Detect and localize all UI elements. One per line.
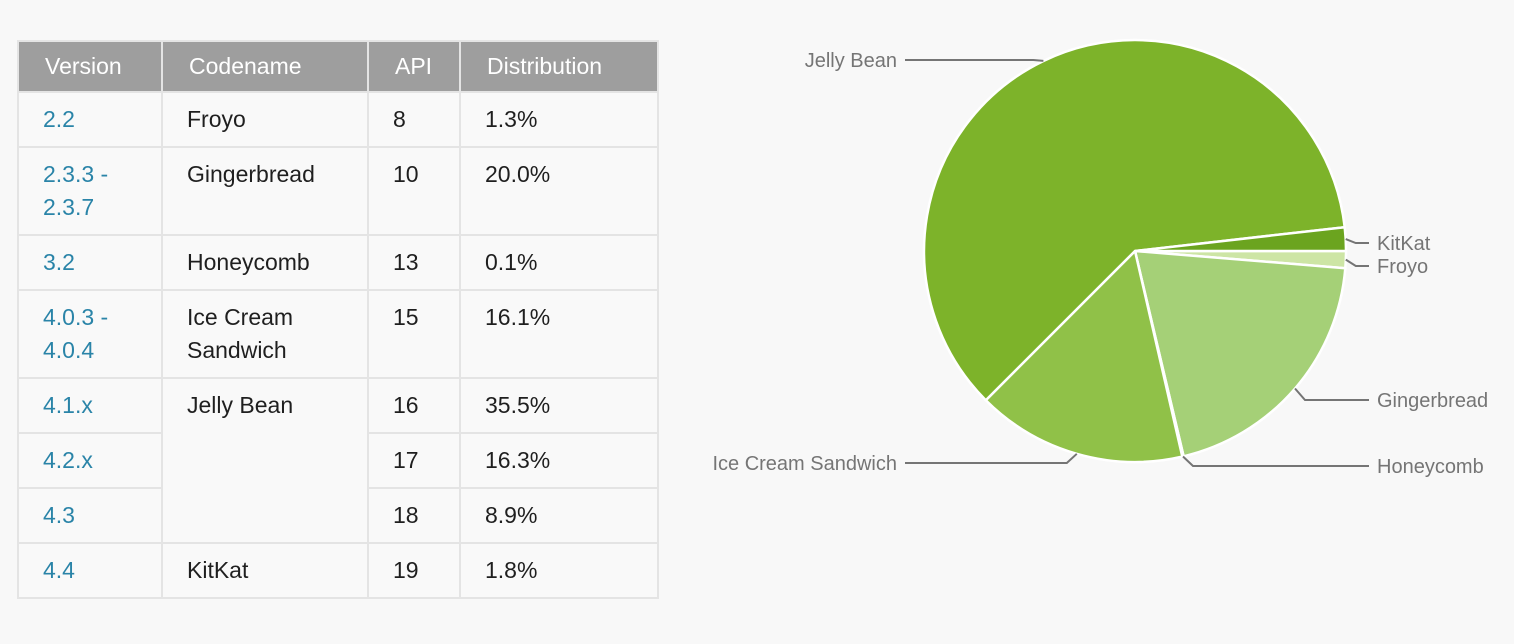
label-leader-froyo: [1345, 258, 1369, 267]
table-row-honeycomb: 3.2 Honeycomb 13 0.1%: [17, 234, 659, 291]
distribution-cell: 20.0%: [459, 146, 659, 236]
api-cell: 13: [367, 234, 461, 291]
version-table: Version Codename API Distribution 2.2 Fr…: [17, 40, 659, 599]
version-link[interactable]: 4.4: [43, 557, 75, 583]
version-link[interactable]: 4.0.3 - 4.0.4: [43, 304, 109, 363]
version-link[interactable]: 3.2: [43, 249, 75, 275]
table-row-jelly-bean-16: 4.1.x Jelly Bean 16 35.5%: [17, 377, 659, 544]
distribution-cell: 16.1%: [459, 289, 659, 379]
label-leader-honeycomb: [1182, 455, 1369, 467]
codename-cell: Honeycomb: [161, 234, 369, 291]
table-row-jelly-bean-18: 4.3 18 8.9%: [17, 487, 659, 544]
version-link[interactable]: 2.3.3 - 2.3.7: [43, 161, 109, 220]
pie-slice-jelly-bean[interactable]: [922, 38, 1346, 402]
table-row-kitkat: 4.4 KitKat 19 1.8%: [17, 542, 659, 599]
codename-cell: Froyo: [161, 91, 369, 148]
codename-cell-jelly-bean: Jelly Bean: [161, 377, 369, 544]
version-cell: 2.3.3 - 2.3.7: [17, 146, 163, 236]
distribution-cell: 1.3%: [459, 91, 659, 148]
slice-label-jelly-bean: Jelly Bean: [805, 50, 897, 72]
version-link[interactable]: 2.2: [43, 106, 75, 132]
distribution-cell: 8.9%: [459, 487, 659, 544]
version-cell: 4.4: [17, 542, 163, 599]
label-leader-jelly-bean: [905, 59, 1044, 62]
slice-label-kitkat: KitKat: [1377, 233, 1431, 255]
version-cell: 4.0.3 - 4.0.4: [17, 289, 163, 379]
distribution-cell: 1.8%: [459, 542, 659, 599]
table-header-row: Version Codename API Distribution: [17, 40, 659, 93]
table-row-ice-cream-sandwich: 4.0.3 - 4.0.4 Ice Cream Sandwich 15 16.1…: [17, 289, 659, 379]
slice-label-honeycomb: Honeycomb: [1377, 456, 1484, 478]
distribution-cell: 35.5%: [459, 377, 659, 434]
table-row-gingerbread: 2.3.3 - 2.3.7 Gingerbread 10 20.0%: [17, 146, 659, 236]
column-header-codename: Codename: [161, 40, 369, 93]
distribution-cell: 0.1%: [459, 234, 659, 291]
version-cell: 4.3: [17, 487, 163, 544]
codename-cell: Ice Cream Sandwich: [161, 289, 369, 379]
label-leader-gingerbread: [1294, 387, 1369, 401]
pie-slice-kitkat[interactable]: [1133, 225, 1348, 253]
slice-label-gingerbread: Gingerbread: [1377, 390, 1488, 412]
api-cell: 8: [367, 91, 461, 148]
version-cell: 4.1.x: [17, 377, 163, 434]
version-cell: 3.2: [17, 234, 163, 291]
label-leader-kitkat: [1345, 238, 1369, 244]
codename-cell: KitKat: [161, 542, 369, 599]
api-cell: 15: [367, 289, 461, 379]
distribution-cell: 16.3%: [459, 432, 659, 489]
api-cell: 17: [367, 432, 461, 489]
api-cell: 10: [367, 146, 461, 236]
version-cell: 4.2.x: [17, 432, 163, 489]
slice-label-froyo: Froyo: [1377, 256, 1428, 278]
version-table-container: Version Codename API Distribution 2.2 Fr…: [17, 40, 659, 599]
version-link[interactable]: 4.1.x: [43, 392, 93, 418]
version-link[interactable]: 4.3: [43, 502, 75, 528]
version-link[interactable]: 4.2.x: [43, 447, 93, 473]
version-cell: 2.2: [17, 91, 163, 148]
column-header-version: Version: [17, 40, 163, 93]
column-header-distribution: Distribution: [459, 40, 659, 93]
column-header-api: API: [367, 40, 461, 93]
label-leader-ice-cream-sandwich: [905, 453, 1078, 464]
slice-label-ice-cream-sandwich: Ice Cream Sandwich: [712, 453, 897, 475]
api-cell: 19: [367, 542, 461, 599]
api-cell: 16: [367, 377, 461, 434]
codename-cell: Gingerbread: [161, 146, 369, 236]
table-row-jelly-bean-17: 4.2.x 17 16.3%: [17, 432, 659, 489]
api-cell: 18: [367, 487, 461, 544]
table-row-froyo: 2.2 Froyo 8 1.3%: [17, 91, 659, 148]
